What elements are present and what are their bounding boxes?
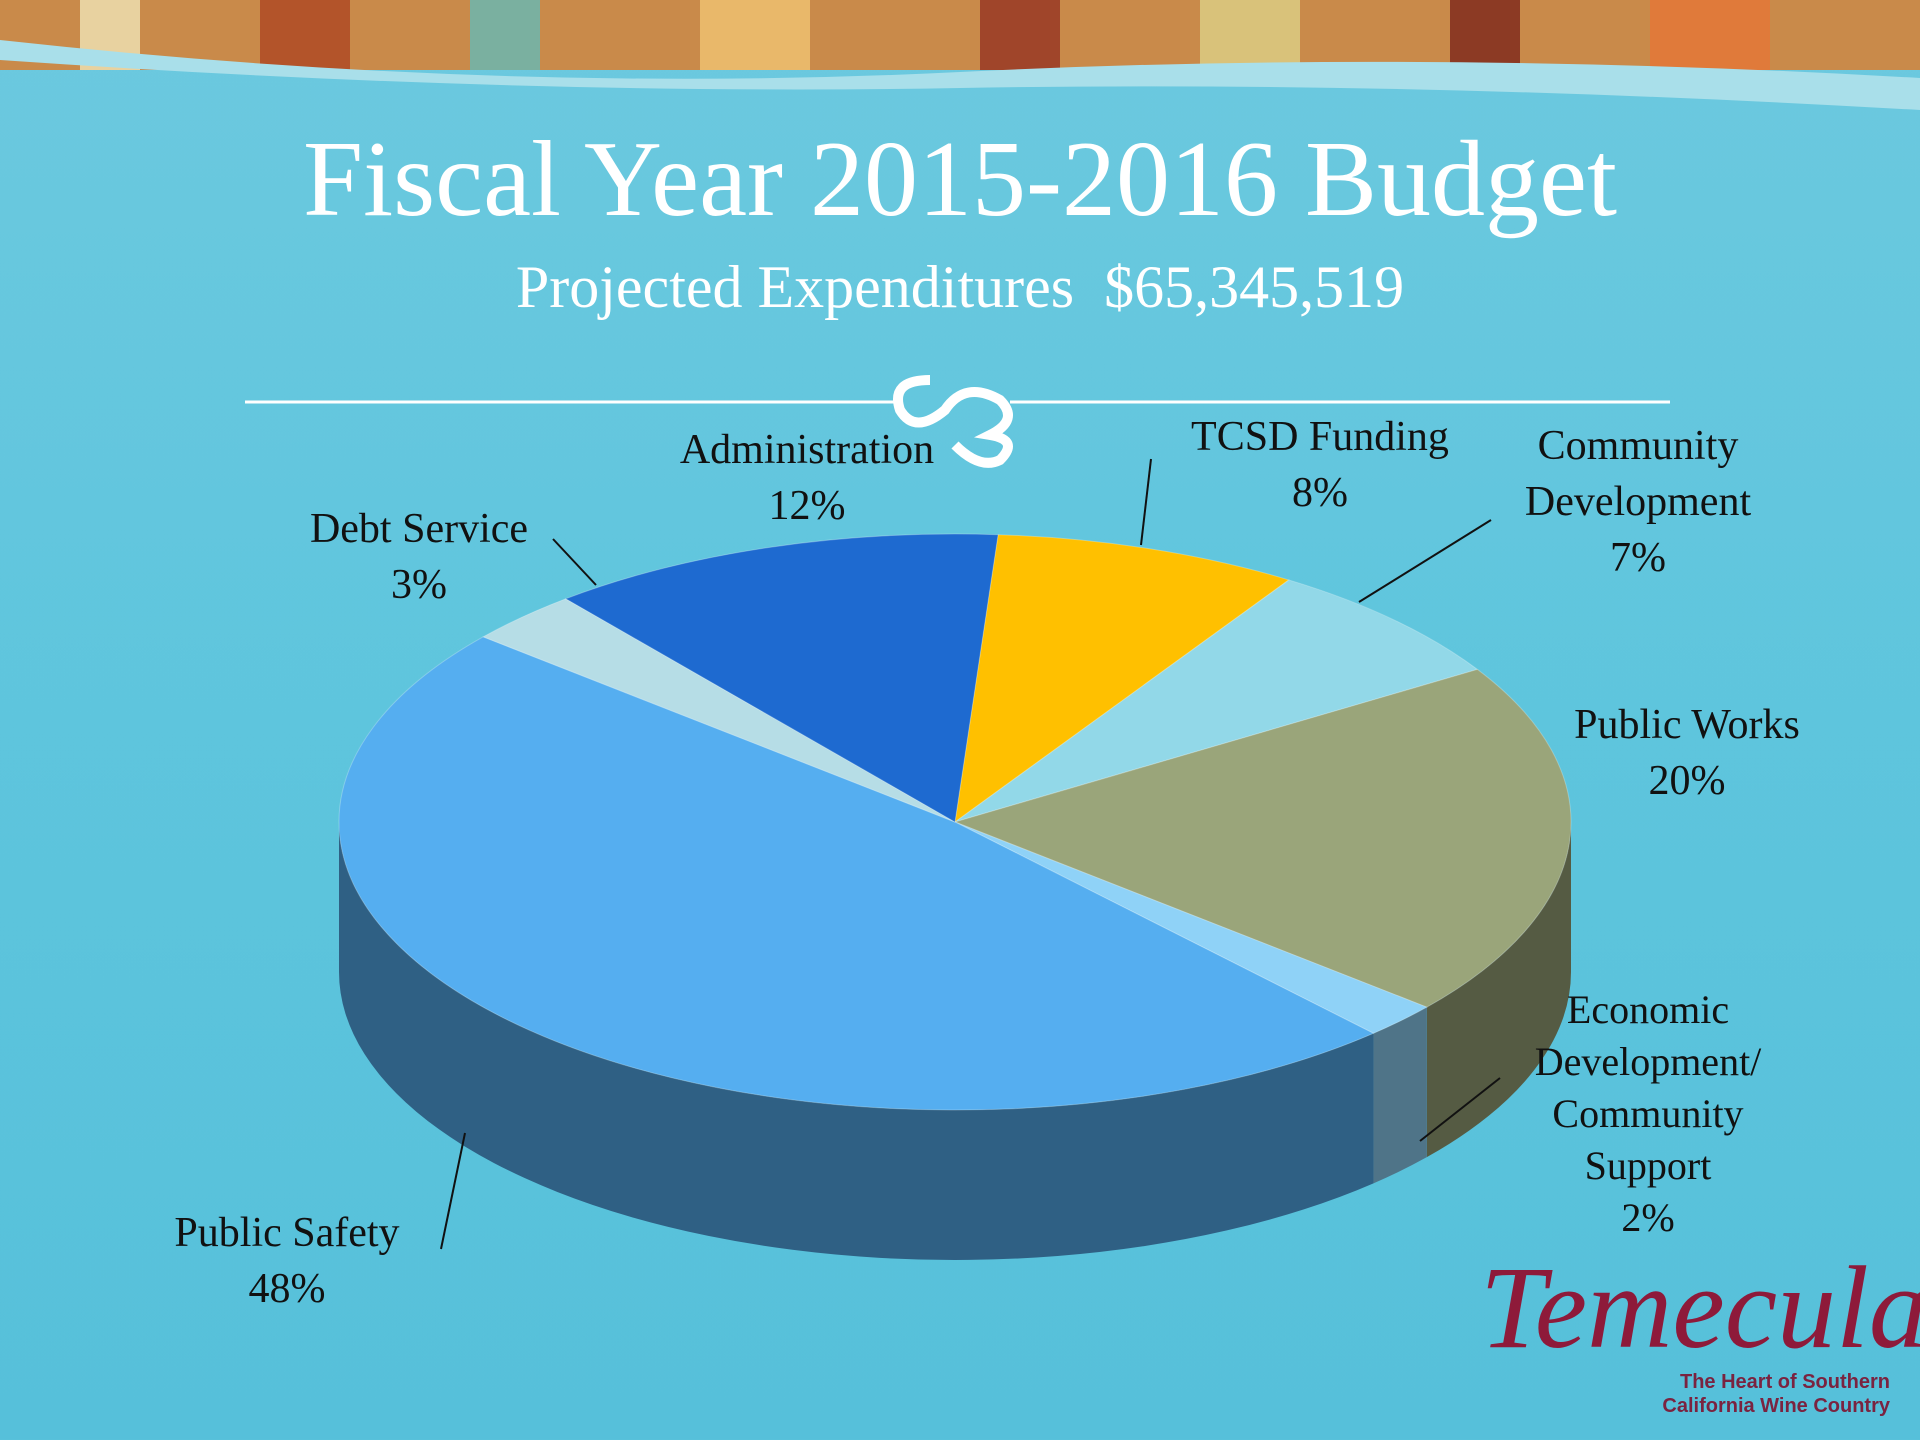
leader-line bbox=[440, 1132, 466, 1250]
slice bbox=[953, 668, 1572, 1008]
slice-side bbox=[1373, 1007, 1427, 1184]
category-label: Debt Service bbox=[309, 506, 529, 552]
value-label: 12% bbox=[768, 483, 846, 529]
slice bbox=[954, 821, 1428, 1034]
slice-side bbox=[1426, 822, 1571, 1158]
slice-label: Public Safety 48% bbox=[137, 1205, 437, 1317]
divider bbox=[245, 375, 1670, 468]
category-label: Administration bbox=[679, 427, 935, 473]
logo-name: Temecula bbox=[1480, 1242, 1920, 1373]
slice bbox=[954, 579, 1479, 823]
value-label: 48% bbox=[248, 1266, 326, 1312]
leader-line bbox=[1419, 1077, 1501, 1142]
logo-tagline: The Heart of Southern California Wine Co… bbox=[1662, 1371, 1890, 1417]
category-label: Public Safety bbox=[174, 1210, 400, 1256]
leader-line bbox=[1358, 519, 1492, 603]
slice-label: Public Works 20% bbox=[1537, 697, 1837, 809]
value-label: 20% bbox=[1648, 758, 1726, 804]
slice bbox=[338, 636, 1375, 1111]
slice-label: Debt Service 3% bbox=[269, 501, 569, 613]
value-label: 8% bbox=[1292, 470, 1348, 516]
chart-subtitle: Projected Expenditures $65,345,519 bbox=[515, 254, 1405, 320]
slice bbox=[482, 598, 956, 823]
value-label: 7% bbox=[1610, 535, 1666, 581]
chart-title: Fiscal Year 2015-2016 Budget bbox=[303, 120, 1617, 239]
category-label: Public Works bbox=[1574, 702, 1800, 748]
slice-label: Community Development 7% bbox=[1488, 418, 1788, 586]
category-label: Community Development bbox=[1524, 423, 1752, 525]
banner bbox=[0, 0, 1920, 110]
slice-label: TCSD Funding 8% bbox=[1170, 409, 1470, 521]
slice bbox=[564, 533, 999, 823]
value-label: 2% bbox=[1621, 1195, 1675, 1240]
slice bbox=[954, 534, 1290, 824]
category-label: Economic Development/ Community Support bbox=[1534, 987, 1762, 1188]
leader-line bbox=[1140, 458, 1152, 546]
value-label: 3% bbox=[391, 562, 447, 608]
slice-label: Economic Development/ Community Support 2… bbox=[1498, 984, 1798, 1244]
leader-line bbox=[552, 538, 597, 586]
slice-side bbox=[339, 822, 1374, 1260]
category-label: TCSD Funding bbox=[1191, 414, 1449, 460]
slice-label: Administration 12% bbox=[657, 422, 957, 534]
